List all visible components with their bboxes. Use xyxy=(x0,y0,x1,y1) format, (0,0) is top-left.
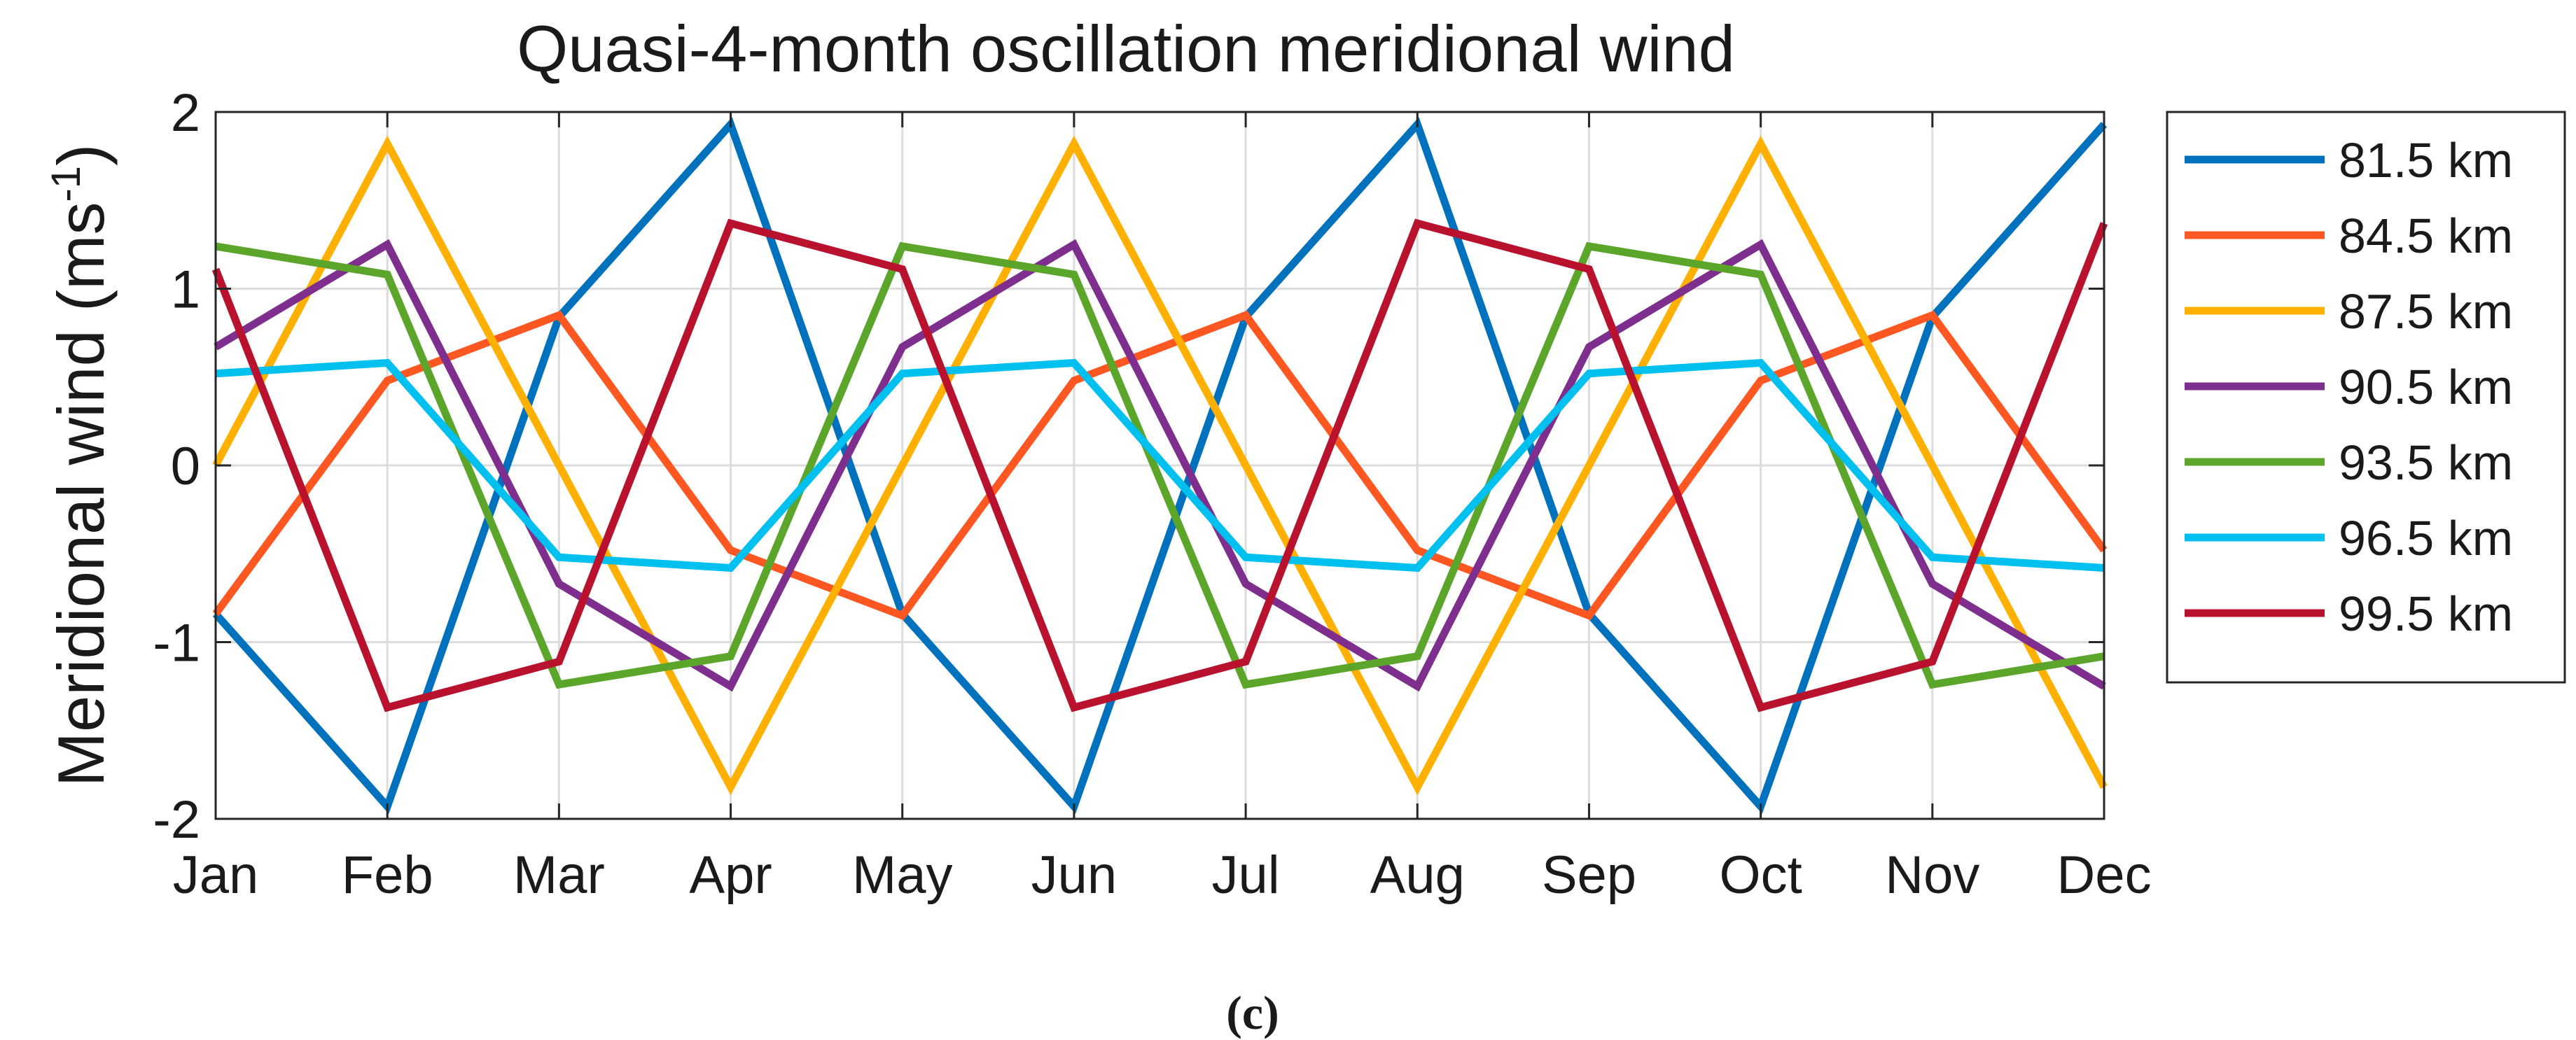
y-axis-label: Meridional wind (ms-1) xyxy=(43,144,118,787)
legend-label: 81.5 km xyxy=(2339,133,2513,188)
y-axis-label-text: Meridional wind (ms xyxy=(44,202,118,787)
x-tick-label: Dec xyxy=(2056,845,2151,905)
y-tick-label: 0 xyxy=(171,437,200,496)
x-tick-label: Jun xyxy=(1031,845,1118,905)
y-tick-label: 1 xyxy=(171,260,200,320)
x-tick-label: Apr xyxy=(689,845,772,905)
legend-box xyxy=(2166,111,2566,684)
y-axis-label-exponent: -1 xyxy=(43,166,89,202)
series-line-93-5-km xyxy=(215,241,2105,689)
series-line-87-5-km xyxy=(212,135,2108,796)
legend-label: 87.5 km xyxy=(2339,284,2513,339)
x-tick-label: Jul xyxy=(1212,845,1280,905)
legend-label: 90.5 km xyxy=(2339,360,2513,414)
legend: 81.5 km 84.5 km 87.5 km 90.5 km 93.5 km 96.5 … xyxy=(2166,111,2566,684)
series-line-96-5-km xyxy=(215,358,2105,572)
x-tick-label: Nov xyxy=(1885,845,1979,905)
y-tick-label: -1 xyxy=(153,614,200,673)
x-tick-label: Jan xyxy=(173,845,259,905)
x-tick-label: Oct xyxy=(1720,845,1802,905)
x-tick-label: Aug xyxy=(1370,845,1465,905)
series-line-81-5-km xyxy=(212,117,2108,814)
series-lines xyxy=(211,117,2108,814)
y-tick-label: -2 xyxy=(153,790,200,850)
legend-label: 93.5 km xyxy=(2339,435,2513,490)
x-tick-label: Mar xyxy=(513,845,605,905)
chart-title: Quasi-4-month oscillation meridional win… xyxy=(517,12,1735,85)
y-axis-label-close: ) xyxy=(44,144,118,166)
x-tick-label: Sep xyxy=(1542,845,1636,905)
legend-label: 96.5 km xyxy=(2339,511,2513,565)
legend-label: 84.5 km xyxy=(2339,209,2513,263)
x-tick-label: Feb xyxy=(342,845,433,905)
legend-label: 99.5 km xyxy=(2339,586,2513,641)
series-line-84-5-km xyxy=(212,310,2108,621)
y-tick-label: 2 xyxy=(171,83,200,143)
x-tick-label: May xyxy=(852,845,953,905)
series-line-99-5-km xyxy=(211,218,2108,712)
figure-caption: (c) xyxy=(1226,986,1279,1039)
axes: Jan Feb Mar Apr May Jun Jul Aug Sep Oct Nov Dec -2 -1… xyxy=(153,83,2151,905)
